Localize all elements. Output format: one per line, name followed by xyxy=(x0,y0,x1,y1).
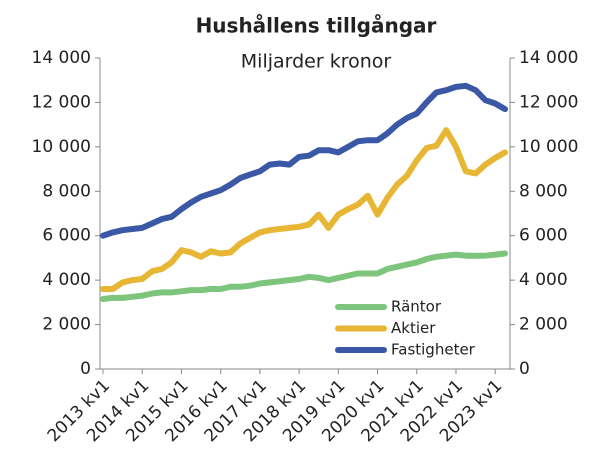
series-line xyxy=(100,250,508,302)
y-tick-label: 2 000 xyxy=(42,315,91,335)
y2-tick-label: 14 000 xyxy=(519,48,578,68)
series-line xyxy=(100,82,508,239)
legend-label: Aktier xyxy=(391,319,436,337)
y2-tick-label: 10 000 xyxy=(519,137,578,157)
legend-label: Räntor xyxy=(391,298,442,316)
y-tick-label: 6 000 xyxy=(42,226,91,246)
chart-subtitle: Miljarder kronor xyxy=(241,51,392,73)
y2-tick-label: 4 000 xyxy=(519,270,568,290)
y-tick-label: 10 000 xyxy=(32,137,91,157)
y2-tick-label: 6 000 xyxy=(519,226,568,246)
y-tick-label: 4 000 xyxy=(42,270,91,290)
series-line xyxy=(100,127,508,292)
y-tick-label: 12 000 xyxy=(32,92,91,112)
y2-tick-label: 0 xyxy=(519,359,530,379)
y2-tick-label: 12 000 xyxy=(519,92,578,112)
y2-tick-label: 2 000 xyxy=(519,315,568,335)
legend-label: Fastigheter xyxy=(391,341,476,359)
y2-tick-label: 8 000 xyxy=(519,181,568,201)
y-tick-label: 0 xyxy=(80,359,91,379)
y-tick-label: 8 000 xyxy=(42,181,91,201)
y-tick-label: 14 000 xyxy=(32,48,91,68)
chart-title: Hushållens tillgångar xyxy=(196,14,437,38)
